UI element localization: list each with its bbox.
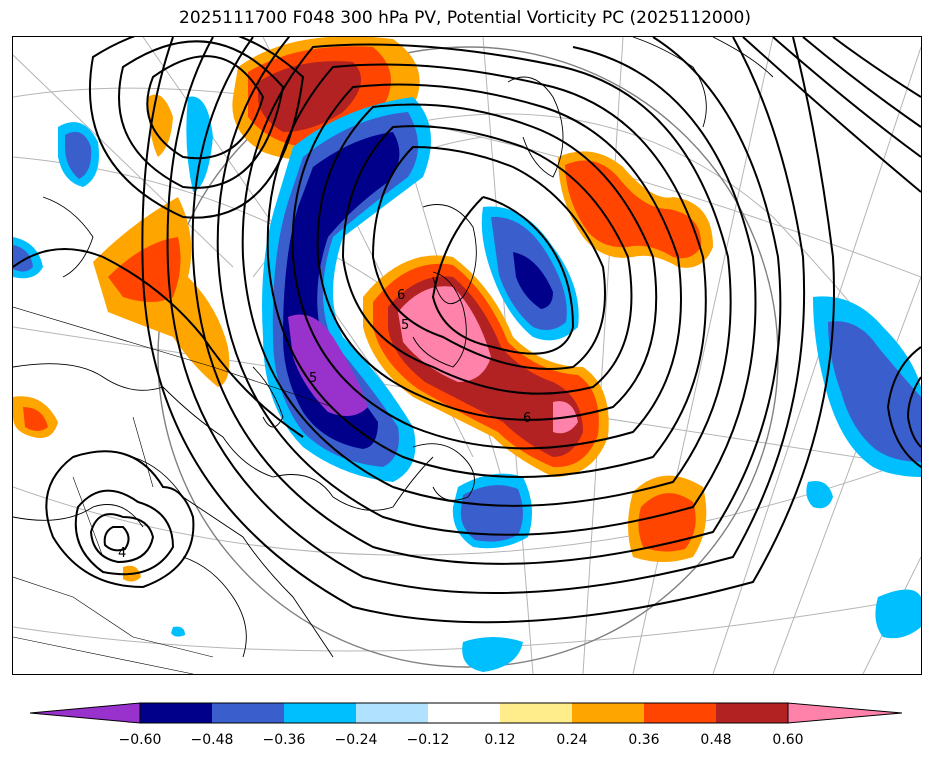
contour-label: 5 <box>401 318 409 333</box>
colorbar-segment <box>356 703 428 723</box>
colorbar <box>30 702 902 724</box>
colorbar-tick-label: 0.48 <box>700 732 732 748</box>
colorbar-segment <box>500 703 572 723</box>
colorbar-extend-low <box>30 703 140 723</box>
colorbar-tick-label: −0.36 <box>262 732 306 748</box>
colorbar-tick-label: 0.60 <box>772 732 804 748</box>
map-panel: 6 5 5 6 4 <box>12 36 922 675</box>
colorbar-tick-label: −0.24 <box>334 732 378 748</box>
colorbar-segment <box>284 703 356 723</box>
colorbar-segment <box>644 703 716 723</box>
map-title: 2025111700 F048 300 hPa PV, Potential Vo… <box>179 8 751 28</box>
colorbar-segment <box>572 703 644 723</box>
colorbar-extend-high <box>788 703 902 723</box>
contour-label: 6 <box>397 288 405 303</box>
pv-anomaly-shading <box>13 37 921 672</box>
colorbar-segment <box>212 703 284 723</box>
colorbar-tick-label: −0.48 <box>190 732 234 748</box>
colorbar-tick-label: −0.12 <box>406 732 450 748</box>
colorbar-segment <box>716 703 788 723</box>
coastlines <box>13 37 774 658</box>
colorbar-tick-label: 0.24 <box>556 732 588 748</box>
colorbar-tick-label: −0.60 <box>118 732 162 748</box>
contour-label: 6 <box>523 411 531 426</box>
colorbar-tick-label: 0.12 <box>484 732 516 748</box>
colorbar-tick-label: 0.36 <box>628 732 660 748</box>
colorbar-tick-labels: −0.60 −0.48 −0.36 −0.24 −0.12 0.12 0.24 0.36 0.4… <box>0 732 930 752</box>
contour-labels: 6 5 5 6 4 <box>118 288 531 561</box>
colorbar-segment <box>140 703 212 723</box>
contour-label: 4 <box>118 546 126 561</box>
contour-label: 5 <box>309 371 317 386</box>
pv-contours <box>13 37 921 624</box>
colorbar-segment <box>428 703 500 723</box>
map-canvas: 6 5 5 6 4 <box>13 37 921 674</box>
